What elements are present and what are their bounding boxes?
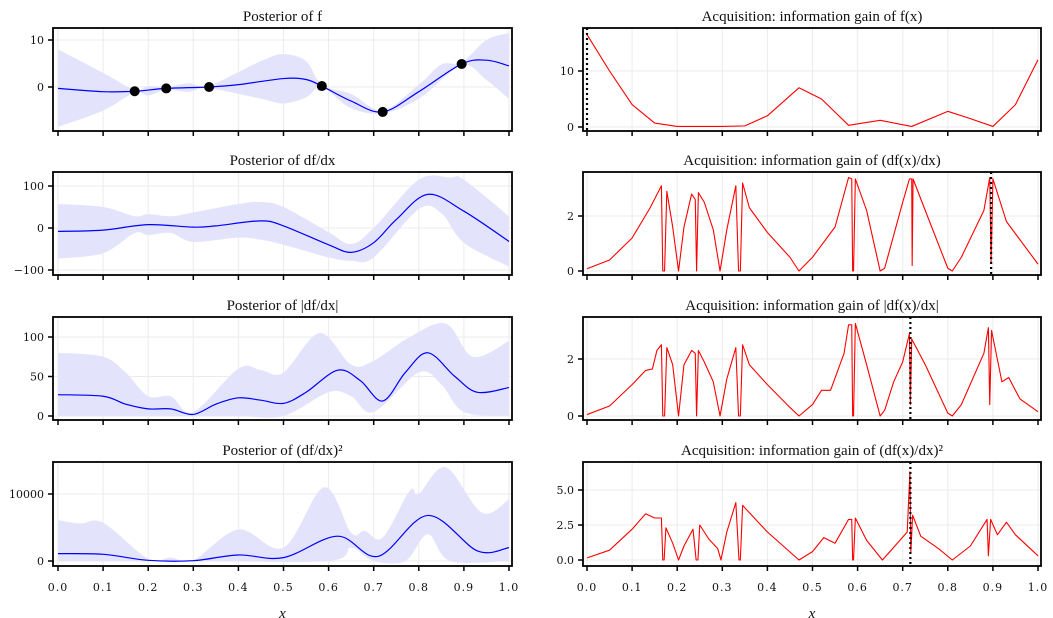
x-tick-label: 0.1: [93, 581, 114, 594]
x-tick-label: 0.5: [802, 581, 823, 594]
y-tick-label: 0: [37, 555, 44, 568]
x-tick-label: 0.7: [892, 581, 913, 594]
x-tick-label: 0.4: [228, 581, 249, 594]
mean-line: [57, 193, 510, 253]
acquisition-line: [586, 176, 1039, 272]
mean-line: [57, 514, 510, 562]
x-tick-label: 0.7: [363, 581, 384, 594]
x-axis-label: x: [278, 606, 286, 618]
subplot-title: Posterior of df/dx: [230, 153, 336, 169]
y-tick-label: 0: [37, 222, 44, 235]
confidence-band: [58, 466, 509, 564]
plot-area: [586, 172, 1039, 275]
axes-frame: [52, 27, 513, 132]
y-tick-label: 10: [560, 65, 574, 78]
y-tick-label: 0: [567, 121, 574, 134]
confidence-band: [58, 175, 509, 267]
y-tick-label: −100: [14, 264, 44, 277]
observation-point: [161, 83, 172, 94]
plot-area: [57, 466, 510, 564]
x-tick-label: 0.2: [138, 581, 159, 594]
subplot-title: Posterior of |df/dx|: [227, 298, 339, 314]
x-tick-label: 0.5: [273, 581, 294, 594]
plot-area: [57, 32, 510, 127]
y-tick-label: 2: [567, 353, 574, 366]
x-tick-label: 0.3: [712, 581, 733, 594]
x-tick-label: 0.3: [183, 581, 204, 594]
x-tick-label: 0.0: [577, 581, 598, 594]
subplot-2: −100 0 100 Posterior of df/dx: [14, 153, 513, 280]
mean-line: [57, 352, 510, 416]
subplot-8: 0.0 2.5 5.0 0.0 0.1 0.2 0.3 0.4 0.5 0.6 0.7 0.8 0.9 1…: [557, 443, 1049, 618]
subplot-title: Acquisition: information gain of (df(x)/…: [681, 443, 943, 459]
x-tick-label: 0.1: [622, 581, 643, 594]
axes-frame: [52, 316, 513, 421]
subplot-7: 0 2 Acquisition: information gain of |df(x…: [567, 298, 1042, 425]
plot-area: [586, 317, 1039, 420]
subplot-4: 0 10000 0.0 0.1 0.2 0.3 0.4 0.5 0.6 0.7 0.8 0.9 1.0 x…: [9, 443, 520, 618]
subplot-3: 0 50 100 Posterior of |df/dx|: [23, 298, 513, 425]
acquisition-line: [586, 34, 1039, 127]
observation-point: [377, 106, 388, 117]
subplot-1: 0 10 Posterior of f: [30, 9, 513, 136]
subplot-title: Posterior of f: [243, 9, 322, 25]
confidence-band: [58, 32, 509, 127]
subplot-title: Posterior of (df/dx)²: [222, 443, 343, 459]
x-tick-label: 0.6: [847, 581, 868, 594]
y-tick-label: 0: [567, 410, 574, 423]
x-tick-label: 0.9: [454, 581, 475, 594]
confidence-band: [58, 322, 509, 418]
plot-area: [57, 322, 510, 418]
subplot-title: Acquisition: information gain of f(x): [702, 9, 923, 25]
x-tick-label: 0.8: [938, 581, 959, 594]
x-axis-label: x: [808, 606, 816, 618]
plot-area: [585, 28, 1039, 131]
subplot-title: Acquisition: information gain of (df(x)/…: [683, 153, 940, 169]
y-tick-label: 100: [23, 331, 44, 344]
mean-line: [57, 59, 510, 113]
y-tick-label: 100: [23, 180, 44, 193]
y-tick-label: 0: [37, 81, 44, 94]
x-tick-label: 1.0: [499, 581, 520, 594]
y-tick-label: 0: [567, 265, 574, 278]
observation-point: [316, 81, 327, 92]
y-tick-label: 5.0: [557, 484, 575, 497]
acquisition-line: [586, 322, 1039, 417]
y-tick-label: 50: [30, 371, 44, 384]
x-tick-label: 0.4: [757, 581, 778, 594]
axes-frame: [52, 461, 513, 567]
observation-point: [456, 58, 467, 69]
subplot-6: 0 2 Acquisition: information gain of (df(x…: [567, 153, 1042, 280]
observation-point: [204, 82, 215, 92]
plot-area: [57, 175, 510, 267]
x-tick-label: 0.0: [48, 581, 69, 594]
plot-area: [586, 462, 1039, 566]
y-tick-label: 10: [30, 34, 44, 47]
subplot-5: 0 10 Acquisition: information gain of f(x): [560, 9, 1042, 136]
x-tick-label: 0.2: [667, 581, 688, 594]
axes-frame: [52, 171, 513, 276]
observation-point: [129, 86, 140, 97]
y-tick-label: 2.5: [557, 519, 575, 532]
y-tick-label: 0.0: [557, 554, 575, 567]
y-tick-label: 10000: [9, 488, 44, 501]
x-tick-label: 0.8: [409, 581, 430, 594]
y-tick-label: 2: [567, 210, 574, 223]
x-tick-label: 0.9: [983, 581, 1004, 594]
acquisition-line: [586, 471, 1039, 561]
x-tick-label: 0.6: [318, 581, 339, 594]
x-tick-label: 1.0: [1028, 581, 1049, 594]
subplot-title: Acquisition: information gain of |df(x)/…: [685, 298, 938, 314]
y-tick-label: 0: [37, 410, 44, 423]
